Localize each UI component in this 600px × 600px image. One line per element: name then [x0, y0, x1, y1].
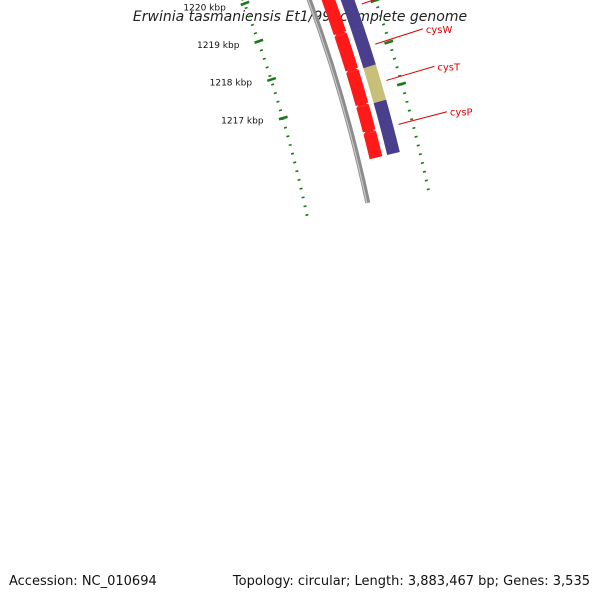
cds-arrowhead [363, 128, 377, 135]
label-leader-line [375, 28, 424, 45]
genome-summary-text: Topology: circular; Length: 3,883,467 bp… [232, 574, 590, 589]
scale-tick-inner [240, 0, 250, 7]
scale-tick-outer [370, 0, 380, 4]
scale-tick-inner [254, 38, 264, 44]
label-leader-line [361, 0, 375, 5]
genome-backbone [306, 0, 371, 204]
scale-tick-inner [266, 76, 277, 83]
scale-tick-label: 1219 kbp [197, 41, 240, 51]
label-leader-line [386, 65, 435, 81]
cds-arrowhead [334, 30, 347, 38]
cds-arrowhead [346, 66, 359, 74]
backbone-highlight [307, 0, 368, 204]
cds-block [321, 0, 347, 36]
inner-scale-ring [241, 0, 309, 217]
scale-tick-outer [384, 39, 394, 45]
gene-label-cysp[interactable]: cysP [450, 108, 473, 119]
scale-tick-label: 1220 kbp [183, 4, 226, 14]
cds-arrowhead [356, 101, 369, 109]
gene-cyst[interactable] [363, 64, 387, 104]
cds-block [356, 104, 376, 133]
backbone-line [306, 0, 371, 204]
label-leader-line [398, 111, 448, 125]
accession-text: Accession: NC_010694 [9, 574, 157, 589]
gene-cysp[interactable] [373, 99, 400, 156]
map-title: Erwinia tasmaniensis Et1/99, complete ge… [132, 9, 468, 25]
cds-block [334, 33, 359, 72]
scale-tick-outer [396, 81, 407, 87]
scale-tick-label: 1218 kbp [210, 79, 253, 89]
gene-labels: cysPcysTcysWcysAcysMETA_10950ETA_10960cr… [361, 0, 473, 125]
gene-label-cysw[interactable]: cysW [426, 25, 453, 36]
cds-block [346, 69, 369, 106]
gene-track [340, 0, 400, 156]
scale-tick-label: 1217 kbp [221, 117, 264, 127]
gene-cysa[interactable] [340, 0, 364, 32]
scale-tick-inner [278, 115, 288, 121]
cds-track [321, 0, 383, 160]
gene-cysw[interactable] [351, 27, 376, 69]
gene-label-cyst[interactable]: cysT [437, 62, 461, 73]
cds-block [363, 131, 383, 160]
